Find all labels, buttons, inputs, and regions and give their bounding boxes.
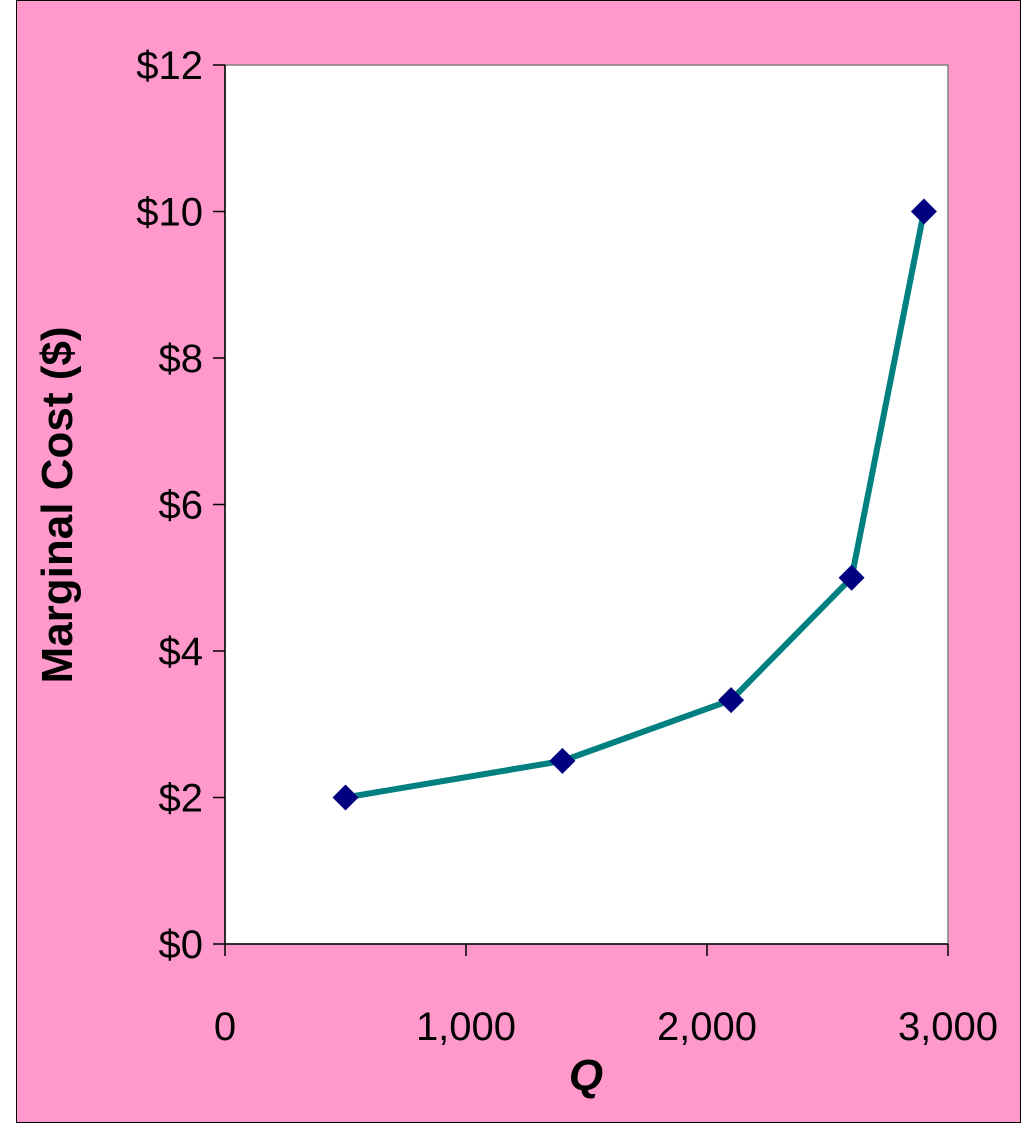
data-point-marker	[549, 747, 576, 774]
y-tick-label: $8	[159, 337, 204, 381]
x-tick-label: 2,000	[657, 1005, 757, 1049]
x-tick-label: 1,000	[416, 1005, 516, 1049]
x-tick-label: 0	[214, 1005, 236, 1049]
y-tick-label: $6	[159, 484, 204, 528]
data-point-marker	[838, 564, 865, 591]
axes	[213, 64, 949, 956]
y-tick-label: $12	[136, 44, 203, 88]
tick-labels: $0 $2 $4 $6 $8 $10 $12 0 1,000 2,000 3,000	[136, 44, 998, 1049]
plot-area	[224, 64, 949, 945]
x-tick-label: 3,000	[898, 1005, 998, 1049]
data-point-marker	[910, 198, 937, 225]
data-point-marker	[718, 687, 745, 714]
data-point-marker	[332, 784, 359, 811]
x-axis-label: Q	[569, 1051, 603, 1100]
y-tick-label: $10	[136, 191, 203, 235]
y-tick-label: $2	[159, 777, 204, 821]
y-tick-label: $0	[159, 923, 204, 967]
y-axis-label: Marginal Cost ($)	[33, 327, 82, 684]
y-tick-label: $4	[159, 630, 204, 674]
series	[332, 198, 937, 811]
